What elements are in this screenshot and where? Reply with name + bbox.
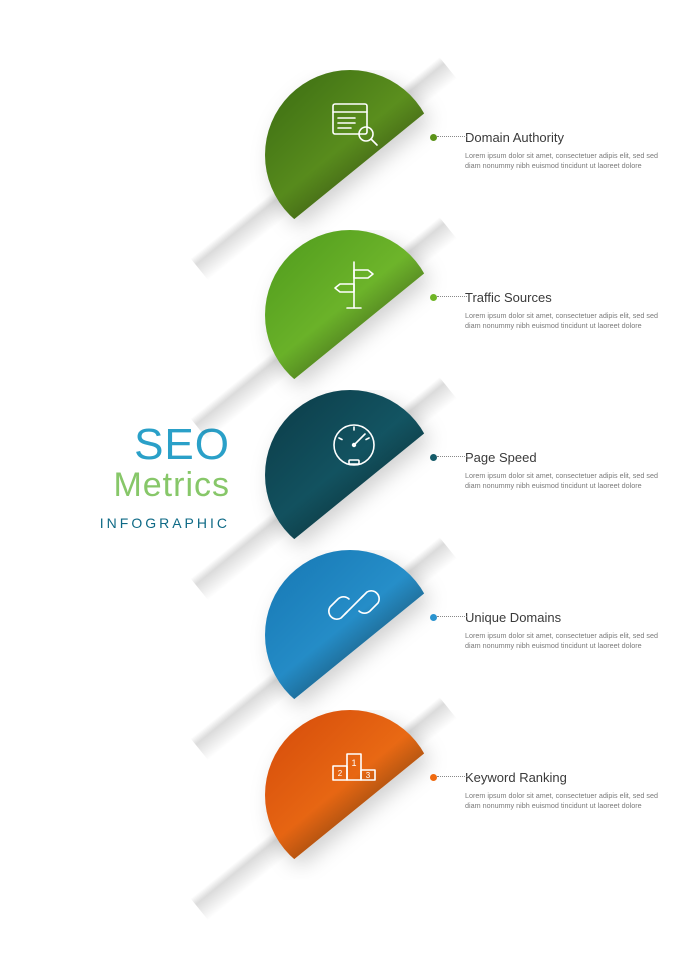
half-circle — [265, 390, 435, 560]
callout-title: Unique Domains — [465, 610, 660, 625]
leader-dot — [430, 454, 437, 461]
half-circle-slot — [245, 550, 455, 720]
half-circle — [265, 70, 435, 240]
leader-line — [437, 616, 467, 618]
link-icon — [325, 576, 383, 634]
metric-row: Domain Authority Lorem ipsum dolor sit am… — [0, 70, 700, 240]
infographic-canvas: SEO Metrics INFOGRAPHIC Domain Authority… — [0, 0, 700, 980]
leader-line — [437, 296, 467, 298]
callout-title: Keyword Ranking — [465, 770, 660, 785]
leader-dot — [430, 294, 437, 301]
gauge-icon — [325, 416, 383, 474]
callout-body: Lorem ipsum dolor sit amet, consectetuer… — [465, 151, 660, 172]
podium-icon — [325, 736, 383, 794]
half-circle — [265, 710, 435, 880]
leader-line — [437, 136, 467, 138]
half-circle-slot — [245, 390, 455, 560]
callout-title: Domain Authority — [465, 130, 660, 145]
half-circle — [265, 230, 435, 400]
callout: Traffic Sources Lorem ipsum dolor sit ame… — [465, 290, 660, 332]
leader-dot — [430, 134, 437, 141]
leader-dot — [430, 774, 437, 781]
callout: Unique Domains Lorem ipsum dolor sit amet… — [465, 610, 660, 652]
half-circle-slot — [245, 710, 455, 880]
half-circle — [265, 550, 435, 720]
leader-dot — [430, 614, 437, 621]
callout-body: Lorem ipsum dolor sit amet, consectetuer… — [465, 791, 660, 812]
leader-line — [437, 456, 467, 458]
signpost-icon — [325, 256, 383, 314]
callout: Keyword Ranking Lorem ipsum dolor sit ame… — [465, 770, 660, 812]
leader-line — [437, 776, 467, 778]
callout: Domain Authority Lorem ipsum dolor sit am… — [465, 130, 660, 172]
callout-body: Lorem ipsum dolor sit amet, consectetuer… — [465, 471, 660, 492]
callout-title: Traffic Sources — [465, 290, 660, 305]
half-circle-slot — [245, 230, 455, 400]
search-doc-icon — [325, 96, 383, 154]
metric-row: Unique Domains Lorem ipsum dolor sit amet… — [0, 550, 700, 720]
callout-title: Page Speed — [465, 450, 660, 465]
metric-row: Page Speed Lorem ipsum dolor sit amet, co… — [0, 390, 700, 560]
callout-body: Lorem ipsum dolor sit amet, consectetuer… — [465, 311, 660, 332]
callout: Page Speed Lorem ipsum dolor sit amet, co… — [465, 450, 660, 492]
metric-row: Traffic Sources Lorem ipsum dolor sit ame… — [0, 230, 700, 400]
metric-row: Keyword Ranking Lorem ipsum dolor sit ame… — [0, 710, 700, 880]
callout-body: Lorem ipsum dolor sit amet, consectetuer… — [465, 631, 660, 652]
half-circle-slot — [245, 70, 455, 240]
